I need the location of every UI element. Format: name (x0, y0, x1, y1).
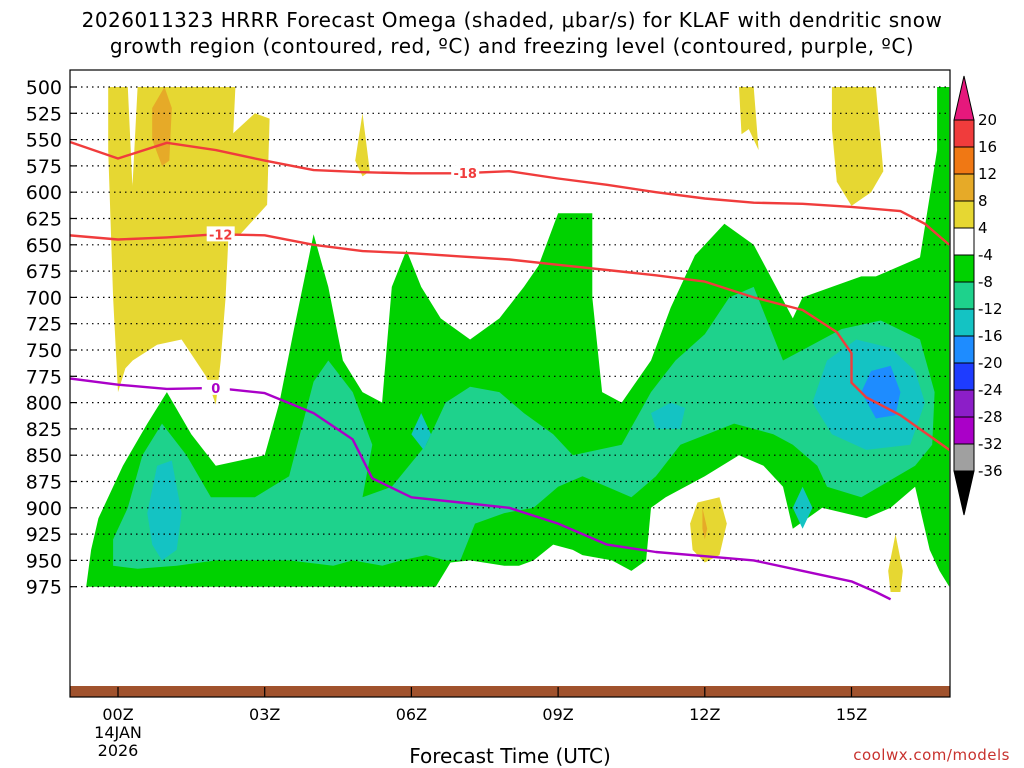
colorbar: 20 16 12 8 4 -4 -8 -12 -16 -20 -24 -28 -32 -36 (953, 75, 1003, 516)
colorbar-bin--32 to -28 (953, 416, 975, 445)
plot-area: -18 -12 0 (70, 70, 950, 697)
chart-title-line-1: 2026011323 HRRR Forecast Omega (shaded, … (81, 8, 943, 32)
y-tick-label-750: 750 (26, 340, 62, 362)
omega-shaded-region-2 (201, 113, 270, 245)
y-tick-label-975: 975 (26, 577, 62, 599)
colorbar-label--8: -8 (978, 273, 993, 291)
contour-label--12: -12 (209, 228, 233, 243)
omega-shaded-region-12 (113, 286, 935, 569)
x-date-line-1: 14JAN (94, 723, 142, 742)
y-tick-label-700: 700 (26, 287, 62, 309)
y-tick-label-650: 650 (26, 235, 62, 257)
contour--12 (70, 233, 950, 451)
colorbar-label--16: -16 (978, 327, 1003, 345)
colorbar-bin--12 to -8 (953, 281, 975, 310)
contour-label--18: -18 (453, 167, 477, 182)
omega-shaded-region-15 (651, 402, 686, 429)
colorbar-bin--8 to -4 (953, 254, 975, 283)
omega-shaded-region-5 (831, 87, 884, 206)
colorbar-label--36: -36 (978, 462, 1003, 480)
y-tick-label-900: 900 (26, 498, 62, 520)
colorbar-bin-16 to 20 (953, 119, 975, 148)
source-credit: coolwx.com/models (853, 746, 1010, 764)
contour--18 (70, 140, 950, 246)
colorbar-bin-< -36 (953, 470, 975, 516)
colorbar-label-20: 20 (978, 111, 997, 129)
y-tick-label-575: 575 (26, 156, 62, 178)
y-tick-label-775: 775 (26, 366, 62, 388)
colorbar-label-8: 8 (978, 192, 988, 210)
contour-label-bg (451, 165, 480, 181)
omega-shaded-region-3 (355, 113, 370, 177)
contour-label-bg (206, 226, 235, 242)
colorbar-label-4: 4 (978, 219, 988, 237)
x-tick-label-00Z: 00Z (102, 705, 133, 724)
y-tick-label-675: 675 (26, 261, 62, 283)
colorbar-bin-12 to 16 (953, 146, 975, 175)
colorbar-bin-4 to 8 (953, 200, 975, 229)
contour-label-bg (201, 379, 230, 395)
y-tick-label-825: 825 (26, 419, 62, 441)
y-tick-label-800: 800 (26, 393, 62, 415)
y-tick-label-600: 600 (26, 182, 62, 204)
y-tick-label-875: 875 (26, 472, 62, 494)
x-tick-label-03Z: 03Z (249, 705, 280, 724)
colorbar-bin-8 to 12 (953, 173, 975, 202)
x-axis-label: Forecast Time (UTC) (409, 744, 611, 768)
x-tick-label-12Z: 12Z (689, 705, 720, 724)
x-date-line-2: 2026 (98, 741, 139, 760)
colorbar-bin--28 to -24 (953, 389, 975, 418)
ground-surface (70, 686, 950, 697)
contour-label-0: 0 (211, 382, 220, 397)
colorbar-bin--36 to -32 (953, 443, 975, 472)
colorbar-label--12: -12 (978, 300, 1003, 318)
colorbar-bin--20 to -16 (953, 335, 975, 364)
omega-shaded-region-14 (411, 413, 431, 450)
x-tick-label-06Z: 06Z (396, 705, 427, 724)
omega-shaded-region-4 (739, 87, 759, 151)
colorbar-label-12: 12 (978, 165, 997, 183)
plot-frame (69, 69, 951, 698)
omega-shaded-region-7 (888, 534, 903, 592)
y-tick-label-950: 950 (26, 550, 62, 572)
colorbar-label--28: -28 (978, 408, 1003, 426)
omega-shaded-region-9 (702, 507, 708, 540)
colorbar-bin-> 20 (953, 75, 975, 121)
omega-shaded-region-6 (690, 497, 727, 563)
colorbar-bin--4 to 4 (953, 227, 975, 256)
omega-shaded-region-13 (147, 460, 182, 561)
omega-shaded-region-18 (861, 365, 901, 419)
y-tick-label-625: 625 (26, 209, 62, 231)
chart-title-line-2: growth region (contoured, red, ºC) and f… (109, 34, 915, 58)
colorbar-label--32: -32 (978, 435, 1003, 453)
x-tick-label-15Z: 15Z (836, 705, 867, 724)
colorbar-label--4: -4 (978, 246, 993, 264)
y-tick-label-500: 500 (26, 77, 62, 99)
y-tick-label-525: 525 (26, 103, 62, 125)
y-tick-label-725: 725 (26, 314, 62, 336)
x-tick-label-09Z: 09Z (542, 705, 573, 724)
y-tick-label-850: 850 (26, 445, 62, 467)
colorbar-bin--16 to -12 (953, 308, 975, 337)
colorbar-label-16: 16 (978, 138, 997, 156)
y-tick-label-550: 550 (26, 130, 62, 152)
y-tick-label-925: 925 (26, 524, 62, 546)
colorbar-label--20: -20 (978, 354, 1003, 372)
colorbar-bin--24 to -20 (953, 362, 975, 391)
colorbar-label--24: -24 (978, 381, 1003, 399)
